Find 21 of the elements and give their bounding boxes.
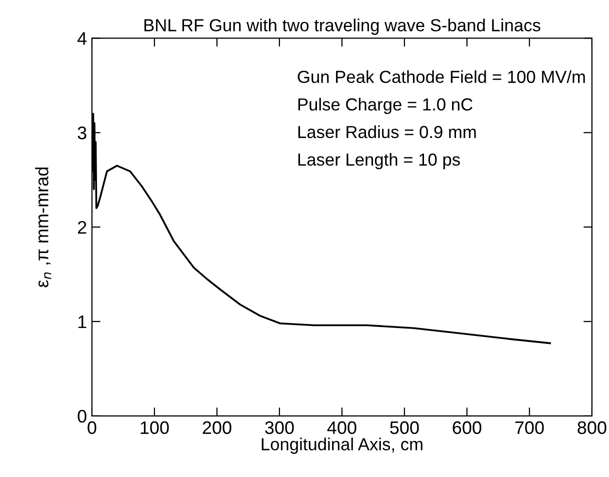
x-tick-label: 700 <box>515 421 544 434</box>
x-tick-label: 0 <box>88 421 96 434</box>
annotation: Laser Radius = 0.9 mm <box>298 125 476 138</box>
x-tick-label: 400 <box>327 421 356 434</box>
y-tick-label: 2 <box>78 220 86 234</box>
x-tick-label: 800 <box>578 421 606 434</box>
y-tick-label: 0 <box>78 410 86 423</box>
y-tick-label: 4 <box>77 32 87 45</box>
x-tick-label: 200 <box>202 421 232 434</box>
annotation: Gun Peak Cathode Field = 100 MV/m <box>298 70 585 84</box>
chart-title: BNL RF Gun with two traveling wave S-band Linacs <box>144 18 540 35</box>
annotation: Laser Length = 10 ps <box>298 153 460 170</box>
annotation: Pulse Charge = 1.0 nC <box>298 98 472 114</box>
y-tick-label: 3 <box>78 126 86 140</box>
x-tick-label: 500 <box>390 421 419 434</box>
x-axis-title: Longitudinal Axis, cm <box>262 438 422 454</box>
x-tick-label: 600 <box>452 421 482 434</box>
y-axis-title: ε$_{n}$ ,π mm-mrad <box>35 168 52 288</box>
x-tick-label: 300 <box>265 421 294 434</box>
y-tick-label: 1 <box>78 316 86 328</box>
x-tick-label: 100 <box>140 421 169 434</box>
